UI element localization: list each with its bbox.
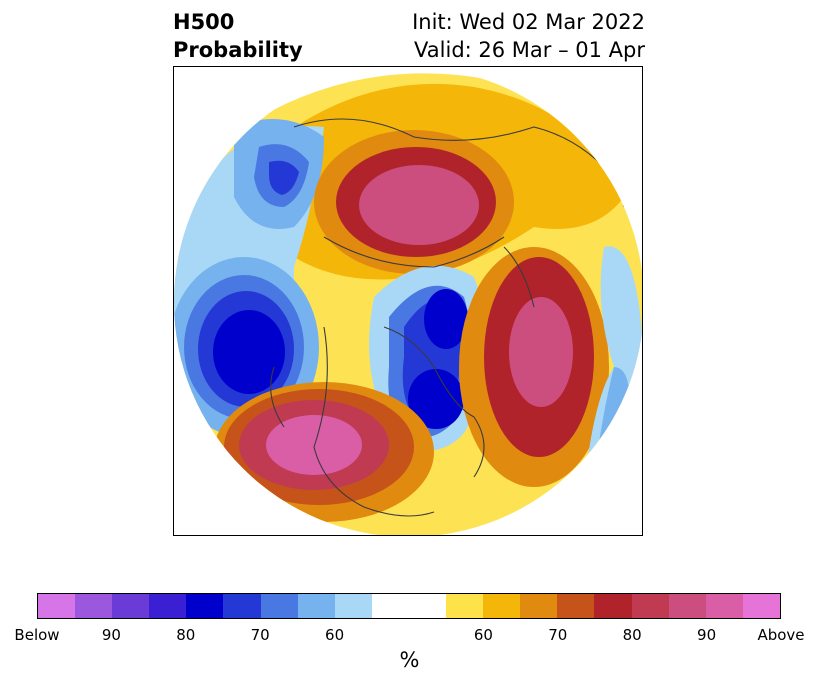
colorbar-segment [186,594,224,618]
colorbar-tick-label: 60 [473,626,493,644]
colorbar-tick-label: 80 [622,626,642,644]
colorbar-tick-label: 90 [697,626,717,644]
title-type: Probability [173,38,303,62]
colorbar-segment [594,594,632,618]
colorbar-segment [334,594,372,618]
siberia-cold-core [269,160,299,195]
map-svg [174,67,642,535]
colorbar-tick-label: 70 [548,626,568,644]
colorbar-segment [297,594,335,618]
title-right: Init: Wed 02 Mar 2022 Valid: 26 Mar – 01… [412,8,645,64]
colorbar-tick-label: 80 [176,626,196,644]
colorbar-segment [260,594,298,618]
east-cold-outer [584,246,642,487]
colorbar-segment [408,594,447,618]
colorbar [37,593,781,619]
title-variable: H500 [173,10,235,34]
colorbar-segment [75,594,113,618]
colorbar-segment [705,594,743,618]
colorbar-segment [742,594,780,618]
wus-high-95 [266,415,362,475]
colorbar-segment [223,594,261,618]
colorbar-segment [38,594,76,618]
colorbar-tick-label: Above [757,626,805,644]
atlantic-high-90 [509,297,573,407]
colorbar-segment [112,594,150,618]
colorbar-segment [520,594,558,618]
init-date: Init: Wed 02 Mar 2022 [412,10,645,34]
colorbar-unit: % [399,648,420,672]
valid-range: Valid: 26 Mar – 01 Apr [414,38,645,62]
colorbar-segment [668,594,706,618]
probability-map [173,66,643,536]
colorbar-segment [557,594,595,618]
colorbar-segment [371,594,409,618]
title-left: H500 Probability [173,8,303,64]
ural-high-90 [359,165,479,245]
colorbar-tick-label: 60 [325,626,345,644]
canada-low-core-north [424,289,468,349]
colorbar-tick-label: Below [14,626,60,644]
colorbar-tick-label: 70 [250,626,270,644]
colorbar-tick-label: 90 [101,626,121,644]
canada-low-core-south [408,369,464,429]
colorbar-segment [446,594,484,618]
colorbar-segment [149,594,187,618]
colorbar-segment [483,594,521,618]
aleutian-low-90 [213,310,285,394]
colorbar-segment [631,594,669,618]
colorbar-ticks: Below 90 80 70 60 60 70 80 90 Above [0,626,819,646]
